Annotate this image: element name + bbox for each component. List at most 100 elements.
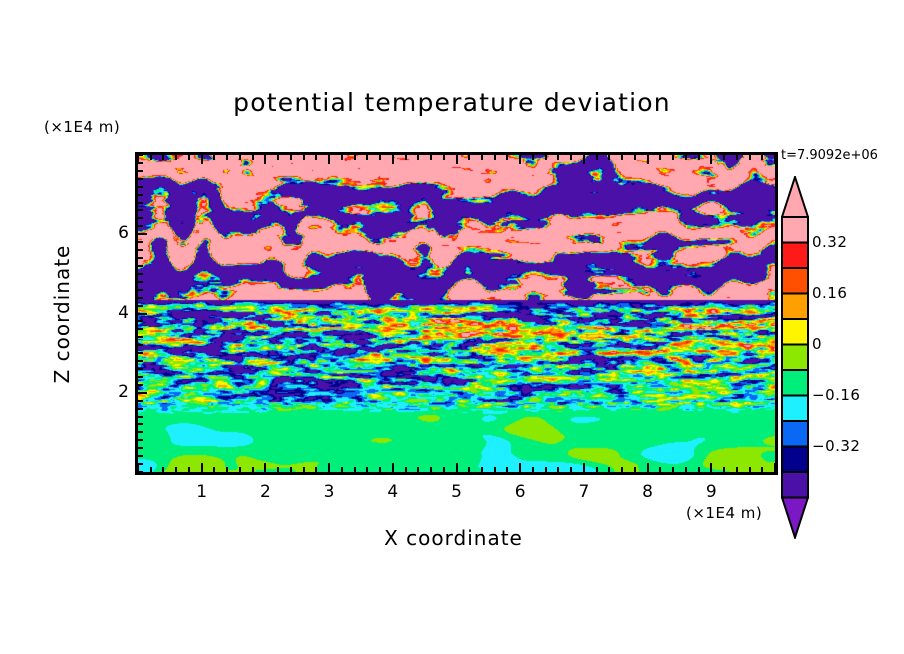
x-axis-minor-tick-top <box>621 155 624 160</box>
x-axis-major-tick-top <box>200 155 203 164</box>
x-axis-major-tick <box>519 463 522 472</box>
x-axis-minor-tick-top <box>417 155 420 160</box>
x-axis-tick-label: 5 <box>451 482 462 502</box>
x-axis-minor-tick <box>608 467 611 472</box>
x-axis-tick-label: 9 <box>705 482 717 502</box>
colorbar-tick-label: −0.32 <box>812 436 861 455</box>
z-axis-minor-tick <box>138 241 143 244</box>
x-axis-minor-tick-top <box>379 155 382 160</box>
x-axis-minor-tick-top <box>289 155 292 160</box>
x-axis-minor-tick-top <box>340 155 343 160</box>
x-axis-minor-tick <box>480 467 483 472</box>
x-axis-minor-tick-top <box>493 155 496 160</box>
z-axis-minor-tick <box>138 185 143 188</box>
x-axis-minor-tick-top <box>430 155 433 160</box>
x-axis-major-tick <box>582 463 585 472</box>
x-axis-tick-label: 3 <box>323 482 335 502</box>
z-axis-minor-tick <box>138 201 143 204</box>
x-axis-minor-tick-top <box>175 155 178 160</box>
x-axis-minor-tick <box>468 467 471 472</box>
z-axis-minor-tick <box>138 249 143 252</box>
x-axis-minor-tick <box>379 467 382 472</box>
x-axis-minor-tick <box>149 467 152 472</box>
x-axis-minor-tick-top <box>735 155 738 160</box>
x-axis-major-tick-top <box>582 155 585 164</box>
x-axis-minor-tick-top <box>442 155 445 160</box>
z-axis-minor-tick <box>138 399 143 402</box>
x-axis-minor-tick <box>506 467 509 472</box>
z-axis-minor-tick <box>138 471 143 473</box>
x-axis-tick-label: 7 <box>578 482 590 502</box>
x-axis-minor-tick-top <box>544 155 547 160</box>
x-axis-minor-tick-top <box>684 155 687 160</box>
z-axis-title: Z coordinate <box>50 244 74 384</box>
x-axis-major-tick-top <box>137 155 139 164</box>
z-axis-minor-tick <box>138 264 143 267</box>
z-axis-minor-tick <box>138 217 143 220</box>
x-axis-minor-tick-top <box>251 155 254 160</box>
x-axis-minor-tick <box>531 467 534 472</box>
x-axis-minor-tick <box>238 467 241 472</box>
x-axis-major-tick <box>391 463 394 472</box>
x-axis-major-tick-top <box>328 155 331 164</box>
z-axis-minor-tick <box>138 455 143 458</box>
x-axis-minor-tick-top <box>557 155 560 160</box>
x-axis-minor-tick <box>633 467 636 472</box>
x-axis-tick-label: 1 <box>196 482 208 502</box>
x-axis-minor-tick-top <box>162 155 165 160</box>
x-axis-minor-tick-top <box>608 155 611 160</box>
x-axis-minor-tick <box>557 467 560 472</box>
x-axis-minor-tick <box>659 467 662 472</box>
z-axis-minor-tick <box>138 328 143 331</box>
z-axis-minor-tick <box>138 296 143 299</box>
x-axis-major-tick <box>137 463 139 472</box>
x-axis-minor-tick-top <box>226 155 229 160</box>
x-axis-minor-tick-top <box>570 155 573 160</box>
colorbar-swatches <box>781 176 809 539</box>
x-axis-minor-tick-top <box>238 155 241 160</box>
z-axis-minor-tick <box>138 169 143 172</box>
colorbar <box>781 176 809 539</box>
z-axis-minor-tick <box>138 383 143 386</box>
x-axis-minor-tick-top <box>149 155 152 160</box>
x-axis-major-tick <box>264 463 267 472</box>
contour-field-canvas <box>138 155 775 472</box>
z-axis-minor-tick <box>138 415 143 418</box>
x-axis-major-tick-top <box>646 155 649 164</box>
z-axis-minor-tick <box>138 272 143 275</box>
x-axis-minor-tick <box>277 467 280 472</box>
z-axis-minor-tick <box>138 352 143 355</box>
x-axis-minor-tick <box>430 467 433 472</box>
x-axis-minor-tick-top <box>480 155 483 160</box>
x-axis-minor-tick <box>162 467 165 472</box>
z-axis-unit-label: (×1E4 m) <box>44 118 121 136</box>
z-axis-tick-label: 2 <box>118 381 129 402</box>
x-axis-minor-tick <box>340 467 343 472</box>
z-axis-minor-tick <box>138 257 143 260</box>
x-axis-minor-tick <box>289 467 292 472</box>
x-axis-minor-tick-top <box>723 155 726 160</box>
z-axis-minor-tick <box>138 431 143 434</box>
z-axis-tick-label: 6 <box>118 223 129 244</box>
x-axis-minor-tick <box>175 467 178 472</box>
z-axis-major-tick <box>138 312 147 315</box>
z-axis-minor-tick <box>138 407 143 410</box>
x-axis-minor-tick <box>353 467 356 472</box>
z-axis-minor-tick <box>138 193 143 196</box>
z-axis-minor-tick <box>138 280 143 283</box>
x-axis-minor-tick-top <box>531 155 534 160</box>
x-axis-minor-tick-top <box>213 155 216 160</box>
x-axis-major-tick-top <box>455 155 458 164</box>
x-axis-minor-tick <box>697 467 700 472</box>
x-axis-minor-tick <box>213 467 216 472</box>
x-axis-minor-tick <box>621 467 624 472</box>
x-axis-tick-label: 8 <box>642 482 653 502</box>
z-axis-minor-tick <box>138 336 143 339</box>
x-axis-minor-tick <box>570 467 573 472</box>
z-axis-major-tick <box>138 233 147 236</box>
x-axis-tick-label: 6 <box>514 482 526 502</box>
x-axis-minor-tick-top <box>353 155 356 160</box>
x-axis-tick-label: 4 <box>387 482 399 502</box>
x-axis-minor-tick <box>251 467 254 472</box>
z-axis-minor-tick <box>138 447 143 450</box>
